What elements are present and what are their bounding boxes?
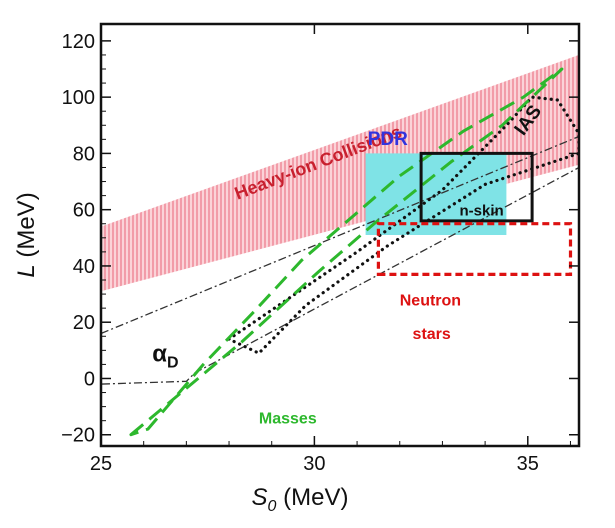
x-tick-label: 30 bbox=[303, 453, 325, 475]
annotation-masses: Masses bbox=[259, 410, 317, 427]
y-tick-label: 0 bbox=[84, 368, 95, 390]
annotation-alpha-d: αD bbox=[152, 341, 178, 372]
annotation-neutron: Neutron bbox=[400, 292, 461, 309]
y-tick-label: 20 bbox=[73, 312, 95, 334]
region-masses bbox=[129, 67, 564, 437]
region-heavy-ion-collisions bbox=[101, 54, 579, 292]
x-tick-label: 35 bbox=[517, 453, 539, 475]
y-axis-title: L (MeV) bbox=[13, 192, 40, 277]
x-axis: 25 30 35 bbox=[90, 24, 571, 475]
x-tick-label: 25 bbox=[90, 453, 112, 475]
y-tick-label: 40 bbox=[73, 256, 95, 278]
y-tick-label: 60 bbox=[73, 200, 95, 222]
annotation-stars: stars bbox=[413, 326, 451, 343]
plot-frame bbox=[99, 22, 581, 448]
y-tick-label: −20 bbox=[61, 425, 95, 447]
y-axis: −20 0 20 40 60 80 100 120 bbox=[61, 31, 579, 447]
annotation-n-skin: n-skin bbox=[460, 202, 504, 219]
y-tick-label: 100 bbox=[62, 87, 95, 109]
y-tick-label: 80 bbox=[73, 143, 95, 165]
x-axis-title: S0 (MeV) bbox=[252, 484, 349, 515]
annotation-pdr: PDR bbox=[368, 129, 408, 150]
region-n-skin bbox=[419, 151, 534, 223]
plot-regions bbox=[101, 54, 579, 437]
region-neutron-stars bbox=[376, 222, 573, 276]
y-tick-label: 120 bbox=[62, 31, 95, 53]
